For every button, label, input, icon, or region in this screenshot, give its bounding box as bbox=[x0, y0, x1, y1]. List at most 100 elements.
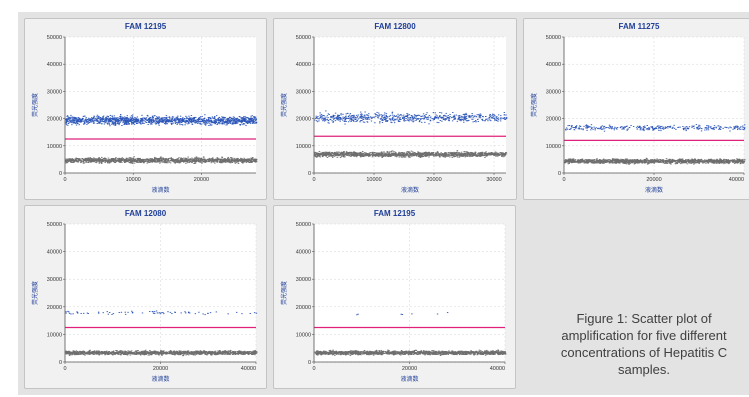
data-point bbox=[237, 118, 239, 120]
data-point bbox=[96, 118, 99, 120]
data-point bbox=[133, 162, 136, 164]
data-point bbox=[342, 155, 345, 157]
data-point bbox=[117, 158, 120, 160]
data-point bbox=[332, 116, 334, 118]
data-point bbox=[367, 153, 370, 155]
data-point bbox=[161, 118, 163, 120]
data-point bbox=[379, 155, 381, 157]
data-point bbox=[70, 120, 72, 122]
data-point bbox=[428, 154, 430, 156]
data-point bbox=[120, 119, 123, 121]
data-point bbox=[424, 154, 426, 156]
data-point bbox=[195, 122, 197, 124]
data-point bbox=[473, 155, 475, 157]
data-point bbox=[208, 119, 210, 120]
data-point bbox=[89, 121, 92, 123]
data-point bbox=[118, 158, 121, 160]
data-point bbox=[165, 119, 167, 121]
data-point bbox=[130, 159, 132, 161]
data-point bbox=[481, 119, 484, 121]
data-point bbox=[103, 121, 106, 122]
data-point bbox=[185, 158, 188, 160]
data-point bbox=[188, 115, 190, 117]
data-point bbox=[384, 117, 387, 119]
data-point bbox=[91, 158, 94, 160]
data-point bbox=[72, 116, 74, 118]
data-point bbox=[237, 162, 240, 164]
data-point bbox=[379, 121, 381, 123]
data-point bbox=[347, 121, 350, 123]
data-point bbox=[83, 123, 85, 125]
data-point bbox=[111, 122, 113, 124]
data-point bbox=[414, 154, 417, 155]
data-point bbox=[159, 157, 162, 159]
data-point bbox=[77, 123, 79, 125]
data-point bbox=[101, 123, 103, 125]
data-point bbox=[218, 119, 220, 121]
data-point bbox=[100, 161, 102, 163]
data-point bbox=[355, 114, 358, 116]
data-point bbox=[454, 153, 457, 155]
data-point bbox=[359, 120, 362, 122]
data-point bbox=[500, 153, 503, 155]
data-point bbox=[208, 159, 210, 161]
data-point bbox=[148, 119, 151, 121]
data-point bbox=[413, 116, 416, 118]
data-point bbox=[336, 116, 338, 118]
data-point bbox=[94, 160, 96, 162]
data-point bbox=[369, 153, 371, 155]
data-point bbox=[93, 159, 95, 161]
data-point bbox=[200, 123, 202, 125]
data-point bbox=[190, 161, 193, 163]
data-point bbox=[101, 159, 104, 161]
data-point bbox=[206, 119, 208, 121]
data-point bbox=[187, 158, 190, 160]
data-point bbox=[212, 120, 214, 122]
data-point bbox=[131, 116, 133, 118]
data-point bbox=[187, 159, 190, 161]
data-point bbox=[464, 113, 466, 115]
data-point bbox=[328, 152, 331, 153]
data-point bbox=[109, 125, 111, 127]
data-point bbox=[122, 120, 124, 122]
data-point bbox=[402, 152, 404, 154]
data-point bbox=[341, 153, 344, 155]
data-point bbox=[85, 118, 87, 120]
data-point bbox=[216, 123, 219, 125]
data-point bbox=[488, 152, 491, 154]
data-point bbox=[385, 155, 387, 157]
data-point bbox=[445, 155, 448, 157]
data-point bbox=[362, 117, 364, 119]
data-point bbox=[357, 118, 359, 120]
data-point bbox=[347, 153, 349, 155]
data-point bbox=[465, 117, 467, 119]
data-point bbox=[238, 158, 241, 160]
data-point bbox=[163, 159, 166, 161]
data-point bbox=[231, 157, 234, 159]
data-point bbox=[388, 153, 391, 155]
data-point bbox=[147, 161, 150, 163]
data-point bbox=[327, 113, 330, 115]
data-point bbox=[227, 156, 230, 158]
data-point bbox=[407, 119, 409, 121]
data-point bbox=[504, 152, 506, 154]
data-point bbox=[457, 115, 460, 117]
data-point bbox=[229, 122, 231, 124]
data-point bbox=[379, 152, 381, 154]
data-point bbox=[328, 122, 330, 124]
data-point bbox=[159, 159, 161, 161]
data-point bbox=[361, 153, 364, 155]
data-point bbox=[106, 122, 108, 124]
data-point bbox=[436, 151, 439, 153]
data-point bbox=[242, 120, 245, 122]
data-point bbox=[376, 111, 378, 113]
data-point bbox=[223, 123, 225, 125]
data-point bbox=[98, 160, 101, 162]
data-point bbox=[240, 158, 243, 160]
data-point bbox=[238, 116, 241, 117]
data-point bbox=[158, 121, 160, 123]
data-point bbox=[410, 119, 412, 121]
data-point bbox=[362, 156, 365, 157]
data-point bbox=[443, 115, 445, 117]
data-point bbox=[474, 153, 477, 155]
